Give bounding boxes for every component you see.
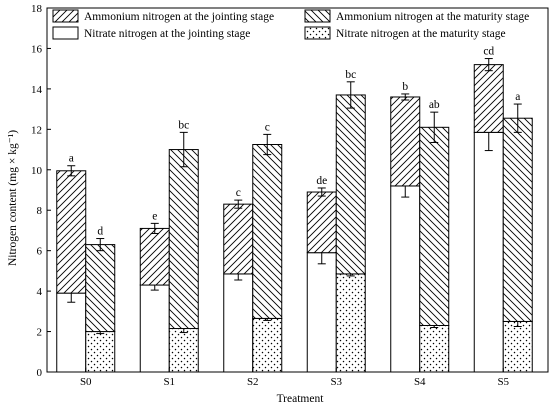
legend-label: Ammonium nitrogen at the jointing stage — [84, 11, 274, 23]
x-tick-label: S5 — [497, 376, 509, 388]
y-tick-label: 10 — [31, 165, 43, 177]
legend-label: Ammonium nitrogen at the maturity stage — [336, 11, 529, 23]
plot-frame — [46, 7, 549, 373]
x-tick-label: S3 — [330, 376, 342, 388]
y-tick-label: 6 — [37, 246, 43, 258]
significance-letter: b — [402, 81, 408, 93]
bar-segment — [223, 203, 254, 275]
bar-segment — [335, 94, 366, 275]
y-tick-label: 2 — [37, 327, 43, 339]
significance-letter: e — [152, 210, 157, 222]
significance-letter: a — [69, 153, 74, 165]
bar-groups: eacddeebcbcdcbccdeabcbbbcabacdbca — [56, 46, 533, 373]
significance-letter: c — [236, 187, 241, 199]
bar-segment — [419, 126, 450, 326]
legend-label: Nitrate nitrogen at the maturity stage — [336, 28, 506, 40]
bar-segment — [502, 117, 533, 322]
y-tick-label: 0 — [37, 367, 43, 379]
x-tick-label: S0 — [80, 376, 92, 388]
bar-segment — [473, 131, 504, 373]
legend-swatch — [52, 9, 79, 23]
legend-swatch — [304, 26, 331, 40]
x-tick-label: S4 — [414, 376, 426, 388]
bar-segment — [252, 317, 283, 373]
bar-segment — [168, 328, 199, 373]
y-tick-label: 12 — [31, 124, 42, 136]
significance-letter: a — [515, 91, 520, 103]
significance-letter: cd — [483, 46, 494, 58]
significance-letter: bc — [178, 119, 189, 131]
bar-segment — [419, 324, 450, 373]
significance-letter: bc — [345, 69, 356, 81]
bar-segment — [168, 149, 199, 330]
bar-segment — [306, 252, 337, 373]
x-axis-label: Treatment — [277, 393, 325, 405]
legend-label: Nitrate nitrogen at the jointing stage — [84, 28, 250, 40]
bar-segment — [85, 244, 116, 333]
y-axis-label: Nitrogen content (mg × kg⁻¹) — [7, 130, 19, 266]
bar-segment — [139, 227, 170, 286]
y-tick-label: 4 — [37, 286, 43, 298]
y-tick-label: 16 — [31, 43, 43, 55]
y-tick-label: 8 — [37, 205, 43, 217]
bar-segment — [335, 273, 366, 373]
bar-segment — [56, 292, 87, 373]
y-tick-label: 14 — [31, 84, 43, 96]
chart-axes: 0 2 4 6 8 10 12 14 16 18 S0 S1 S2 S3 S4 S5 — [31, 3, 549, 388]
bar-segment — [139, 284, 170, 373]
bar-segment — [390, 96, 421, 187]
bar-segment — [306, 191, 337, 254]
y-tick-label: 18 — [31, 3, 43, 15]
bar-segment — [252, 144, 283, 319]
chart-legend: Ammonium nitrogen at the jointing stage A… — [52, 9, 529, 40]
bar-segment — [85, 331, 116, 373]
legend-swatch — [52, 26, 79, 40]
significance-letter: c — [265, 121, 270, 133]
bar-segment — [390, 185, 421, 373]
significance-letter: ab — [429, 99, 440, 111]
bar-segment — [473, 64, 504, 133]
legend-swatch — [304, 9, 331, 23]
bar-segment — [502, 320, 533, 373]
x-tick-label: S1 — [163, 376, 175, 388]
x-tick-label: S2 — [247, 376, 259, 388]
bar-segment — [56, 170, 87, 294]
significance-letter: de — [316, 175, 327, 187]
significance-letter: d — [97, 226, 103, 238]
bar-segment — [223, 273, 254, 373]
